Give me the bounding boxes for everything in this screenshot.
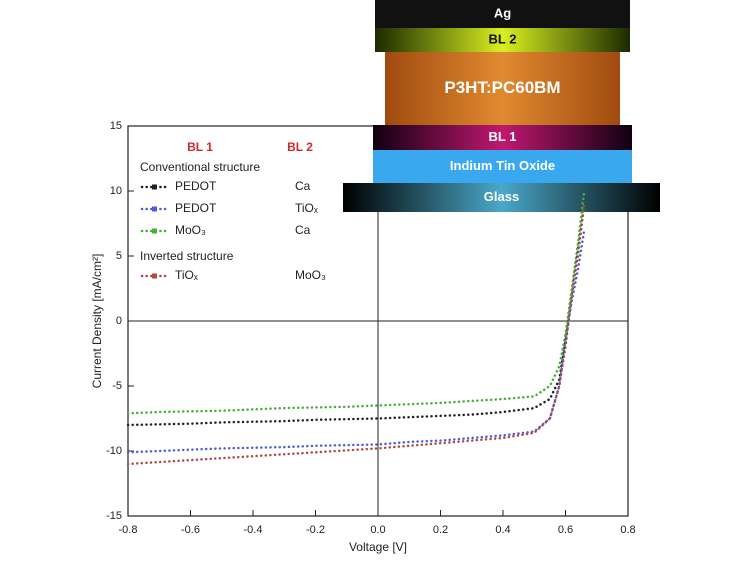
y-tick-label: -15 [106,510,122,522]
layer-label: BL 2 [489,31,517,46]
legend-label: Ca [295,223,311,237]
legend-group: Inverted structure [140,249,234,263]
layer-label: Glass [484,189,519,204]
x-tick-label: -0.6 [181,524,200,536]
legend-header: BL 1 [187,140,213,154]
x-tick-label: -0.4 [244,524,263,536]
y-tick-label: 5 [116,250,122,262]
y-tick-label: 15 [110,120,122,132]
layer [373,125,632,150]
legend-marker [152,273,157,279]
legend-label: TiOₓ [295,201,318,215]
layer-label: BL 1 [489,129,517,144]
layer [375,0,630,28]
legend-header: BL 2 [287,140,313,154]
layer-label: Ag [494,5,511,20]
legend-label: MoO₃ [295,268,326,282]
layer-label: P3HT:PC60BM [444,78,560,97]
series-line [126,202,586,466]
device-stack: Ag BL 2 P3HT:PC60BM BL 1 Indium Tin Oxide Gla… [343,0,660,212]
y-tick-label: -10 [106,445,122,457]
x-tick-label: -0.8 [119,524,138,536]
legend-label: PEDOT [175,179,217,193]
layer [373,150,632,183]
layer-label: Indium Tin Oxide [450,158,555,173]
legend-marker [152,184,157,190]
legend-label: MoO₃ [175,223,206,237]
series-line [126,189,586,415]
legend-group: Conventional structure [140,160,260,174]
y-tick-label: 10 [110,185,122,197]
x-tick-label: 0.2 [433,524,448,536]
legend-label: TiOₓ [175,268,198,282]
legend-marker [152,228,157,234]
y-tick-label: -5 [112,380,122,392]
series-line [126,228,586,454]
layer [375,28,630,52]
legend-label: Ca [295,179,311,193]
legend-label: PEDOT [175,201,217,215]
y-axis-label: Current Density [mA/cm²] [90,254,104,389]
y-tick-label: 0 [116,315,122,327]
legend-marker [152,206,157,212]
x-tick-label: 0.6 [558,524,573,536]
x-tick-label: 0.4 [495,524,510,536]
layer [385,52,620,125]
x-tick-label: 0.0 [370,524,385,536]
layer [343,183,660,212]
x-axis-label: Voltage [V] [349,540,407,554]
x-tick-label: 0.8 [620,524,635,536]
x-tick-label: -0.2 [306,524,325,536]
